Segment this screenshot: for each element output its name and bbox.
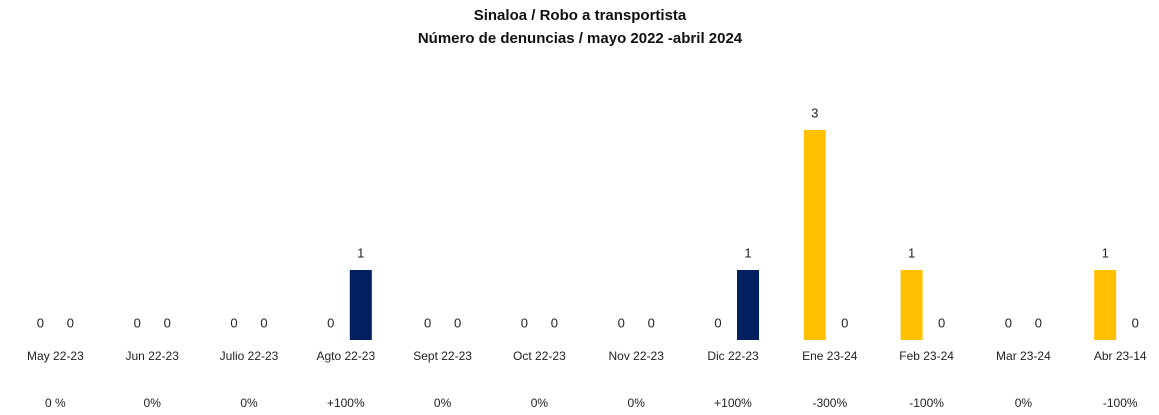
annotation: +100% — [327, 396, 365, 410]
data-label: 3 — [811, 105, 818, 120]
annotation: 0% — [144, 396, 162, 410]
data-label: 0 — [1132, 315, 1139, 330]
data-label: 0 — [841, 315, 848, 330]
data-label: 0 — [454, 315, 461, 330]
data-label: 0 — [551, 315, 558, 330]
x-tick-label: Mar 23-24 — [996, 349, 1051, 363]
annotation: 0% — [434, 396, 452, 410]
data-label: 0 — [714, 315, 721, 330]
chart-subtitle: Número de denuncias / mayo 2022 -abril 2… — [418, 30, 743, 47]
data-label: 0 — [1005, 315, 1012, 330]
annotation: 0 % — [45, 396, 66, 410]
data-label: 0 — [37, 315, 44, 330]
data-label: 0 — [164, 315, 171, 330]
x-tick-label: Sept 22-23 — [413, 349, 472, 363]
bar — [737, 270, 759, 340]
x-tick-label: Dic 22-23 — [707, 349, 759, 363]
x-tick-label: Abr 23-14 — [1094, 349, 1147, 363]
annotation: 0% — [240, 396, 258, 410]
annotation: 0% — [628, 396, 646, 410]
data-label: 0 — [230, 315, 237, 330]
bar — [1094, 270, 1117, 340]
bar — [803, 130, 826, 340]
data-label: 0 — [327, 315, 334, 330]
annotation: -100% — [1103, 396, 1138, 410]
x-tick-label: Julio 22-23 — [220, 349, 279, 363]
data-label: 0 — [1035, 315, 1042, 330]
data-label: 0 — [521, 315, 528, 330]
x-tick-label: Nov 22-23 — [609, 349, 665, 363]
chart-title: Sinaloa / Robo a transportista — [474, 7, 687, 24]
data-label: 0 — [648, 315, 655, 330]
data-label: 1 — [357, 245, 364, 260]
x-tick-label: Feb 23-24 — [899, 349, 954, 363]
x-tick-label: Ene 23-24 — [802, 349, 858, 363]
data-label: 1 — [744, 245, 751, 260]
annotation: 0% — [1015, 396, 1033, 410]
data-label: 1 — [908, 245, 915, 260]
data-label: 0 — [67, 315, 74, 330]
x-tick-label: Oct 22-23 — [513, 349, 566, 363]
bar — [349, 270, 372, 340]
data-label: 0 — [260, 315, 267, 330]
annotation: 0% — [531, 396, 549, 410]
annotation: -100% — [909, 396, 944, 410]
x-tick-label: Jun 22-23 — [126, 349, 180, 363]
bar — [900, 270, 923, 340]
data-label: 0 — [618, 315, 625, 330]
annotation: +100% — [714, 396, 752, 410]
data-label: 0 — [424, 315, 431, 330]
x-tick-label: Agto 22-23 — [316, 349, 375, 363]
annotation: -300% — [812, 396, 847, 410]
data-label: 0 — [134, 315, 141, 330]
data-label: 1 — [1102, 245, 1109, 260]
data-label: 0 — [938, 315, 945, 330]
x-tick-label: May 22-23 — [27, 349, 84, 363]
